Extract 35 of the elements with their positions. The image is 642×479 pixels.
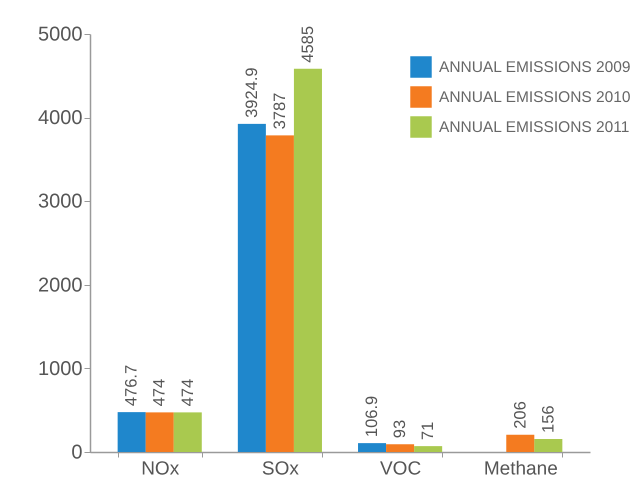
x-tick-label: Methane — [484, 458, 558, 479]
x-tick-label: SOx — [262, 458, 300, 479]
bar — [358, 443, 386, 452]
y-tick-label: 5000 — [38, 24, 82, 46]
bar — [294, 68, 322, 452]
legend-label: ANNUAL EMISSIONS 2010 — [439, 89, 631, 106]
bar — [118, 412, 146, 452]
y-tick-label: 3000 — [38, 190, 82, 213]
data-label: 156 — [539, 405, 558, 433]
x-tick-label: VOC — [380, 458, 422, 479]
x-tick-label: NOx — [141, 458, 180, 479]
y-tick-label: 4000 — [38, 107, 82, 130]
data-label: 476.7 — [122, 364, 141, 406]
data-label: 3924.9 — [242, 67, 261, 118]
bar — [506, 434, 534, 452]
data-label: 106.9 — [363, 396, 382, 438]
bar — [534, 438, 562, 452]
data-label: 474 — [150, 378, 169, 406]
legend-label: ANNUAL EMISSIONS 2009 — [439, 59, 631, 76]
legend-label: ANNUAL EMISSIONS 2011 — [439, 119, 630, 136]
bar — [174, 412, 202, 452]
y-tick-label: 0 — [71, 442, 82, 464]
data-label: 3787 — [270, 92, 289, 130]
bar — [386, 444, 414, 452]
bar — [146, 412, 174, 452]
data-label: 474 — [178, 378, 197, 406]
data-label: 71 — [419, 422, 438, 440]
data-label: 206 — [511, 401, 530, 429]
bar — [238, 124, 266, 452]
data-label: 93 — [391, 420, 410, 438]
bar — [414, 446, 442, 452]
data-label: 4585 — [298, 26, 317, 63]
y-tick-label: 1000 — [38, 358, 82, 380]
bar — [266, 135, 294, 452]
y-tick-label: 2000 — [38, 274, 82, 296]
